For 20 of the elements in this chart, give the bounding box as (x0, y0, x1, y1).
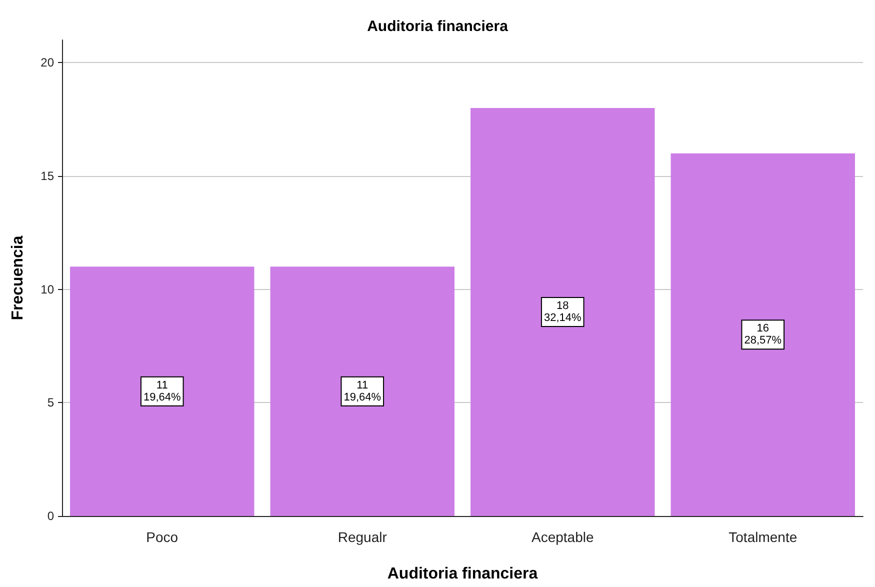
bar (470, 108, 655, 516)
x-tick-label: Regualr (338, 529, 388, 545)
y-tick-label: 0 (47, 509, 54, 523)
x-axis-title: Auditoria financiera (387, 566, 538, 582)
y-tick-label: 20 (40, 56, 54, 70)
bar (670, 153, 855, 516)
y-axis-title: Frecuencia (10, 236, 26, 320)
data-label: 11 19,64% (143, 379, 181, 404)
x-tick-label: Aceptable (531, 529, 594, 545)
y-tick-label: 15 (40, 169, 54, 183)
x-tick-label: Totalmente (728, 529, 798, 545)
bar (270, 266, 454, 516)
data-label: 18 32,14% (544, 300, 582, 324)
y-tick-label: 5 (47, 396, 54, 410)
chart-title: Auditoria financiera (367, 18, 509, 35)
bar (70, 266, 254, 516)
data-label: 11 19,64% (344, 379, 382, 404)
y-tick-label: 10 (40, 282, 54, 296)
data-label: 16 28,57% (744, 322, 782, 347)
x-tick-label: Poco (146, 529, 178, 545)
